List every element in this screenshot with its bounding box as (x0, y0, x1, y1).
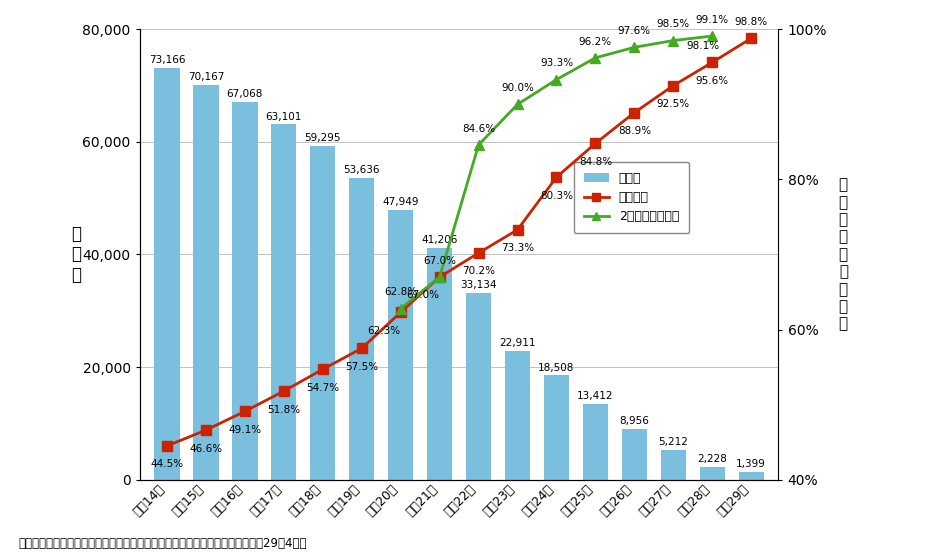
Bar (349, 178, 375, 480)
Bar (427, 247, 453, 480)
Text: 98.1%: 98.1% (686, 41, 719, 51)
Text: 13,412: 13,412 (577, 391, 614, 401)
Text: 59,295: 59,295 (304, 133, 341, 143)
Bar (388, 210, 413, 480)
Text: 44.5%: 44.5% (150, 459, 183, 469)
Text: 96.2%: 96.2% (578, 37, 612, 47)
Text: 63,101: 63,101 (266, 112, 302, 122)
Text: 41,206: 41,206 (422, 235, 458, 245)
Text: 残
棟
数: 残 棟 数 (70, 225, 81, 284)
Bar (583, 404, 608, 480)
Text: 33,134: 33,134 (460, 280, 497, 290)
Text: 67,068: 67,068 (226, 90, 263, 100)
Bar (154, 68, 179, 480)
Bar (622, 429, 647, 480)
Text: 70,167: 70,167 (188, 72, 224, 82)
Text: 2,228: 2,228 (698, 454, 727, 464)
Text: 49.1%: 49.1% (228, 425, 261, 435)
Bar (271, 125, 297, 480)
Text: 57.5%: 57.5% (346, 362, 378, 372)
Text: 95.6%: 95.6% (696, 76, 729, 86)
Text: 98.8%: 98.8% (734, 17, 768, 27)
Bar (310, 146, 335, 480)
Bar (193, 85, 219, 480)
Bar (700, 467, 725, 480)
Bar (739, 472, 764, 480)
Text: 8,956: 8,956 (620, 416, 650, 426)
Text: 90.0%: 90.0% (501, 83, 534, 93)
Text: 92.5%: 92.5% (656, 99, 690, 109)
Text: 84.6%: 84.6% (462, 123, 495, 133)
Bar (466, 293, 491, 480)
Text: 46.6%: 46.6% (190, 444, 223, 454)
Text: 47,949: 47,949 (382, 197, 419, 207)
Bar (505, 351, 531, 480)
Text: 62.3%: 62.3% (367, 326, 401, 336)
Text: 84.8%: 84.8% (578, 157, 612, 167)
Text: 73,166: 73,166 (148, 55, 185, 65)
Text: 97.6%: 97.6% (618, 26, 651, 36)
Text: 耐
震
化
率
及
 び
実
施
率: 耐 震 化 率 及 び 実 施 率 (836, 177, 850, 331)
Text: 51.8%: 51.8% (268, 405, 300, 415)
Text: 80.3%: 80.3% (540, 191, 573, 201)
Text: 88.9%: 88.9% (618, 126, 651, 136)
Text: 出典：文部科学省「公立学校施設の耐震改修状況調査の結果について」（平成29年4月）: 出典：文部科学省「公立学校施設の耐震改修状況調査の結果について」（平成29年4月… (19, 538, 307, 550)
Text: 67.0%: 67.0% (423, 256, 456, 266)
Bar (232, 102, 257, 480)
Text: 22,911: 22,911 (500, 338, 536, 348)
Text: 18,508: 18,508 (538, 363, 575, 373)
Text: 73.3%: 73.3% (501, 243, 534, 253)
Bar (544, 375, 569, 480)
Text: 54.7%: 54.7% (306, 383, 339, 393)
Text: 1,399: 1,399 (736, 459, 766, 469)
Text: 98.5%: 98.5% (656, 19, 690, 29)
Text: 93.3%: 93.3% (540, 58, 573, 68)
Text: 5,212: 5,212 (658, 438, 688, 448)
Legend: 残棟数, 耐震化率, 2次診断等実施率: 残棟数, 耐震化率, 2次診断等実施率 (574, 162, 689, 233)
Text: 62.8%: 62.8% (384, 287, 417, 297)
Text: 99.1%: 99.1% (696, 15, 729, 25)
Text: 53,636: 53,636 (344, 165, 380, 175)
Text: 67.0%: 67.0% (407, 290, 439, 300)
Bar (661, 450, 686, 480)
Text: 70.2%: 70.2% (462, 266, 495, 276)
